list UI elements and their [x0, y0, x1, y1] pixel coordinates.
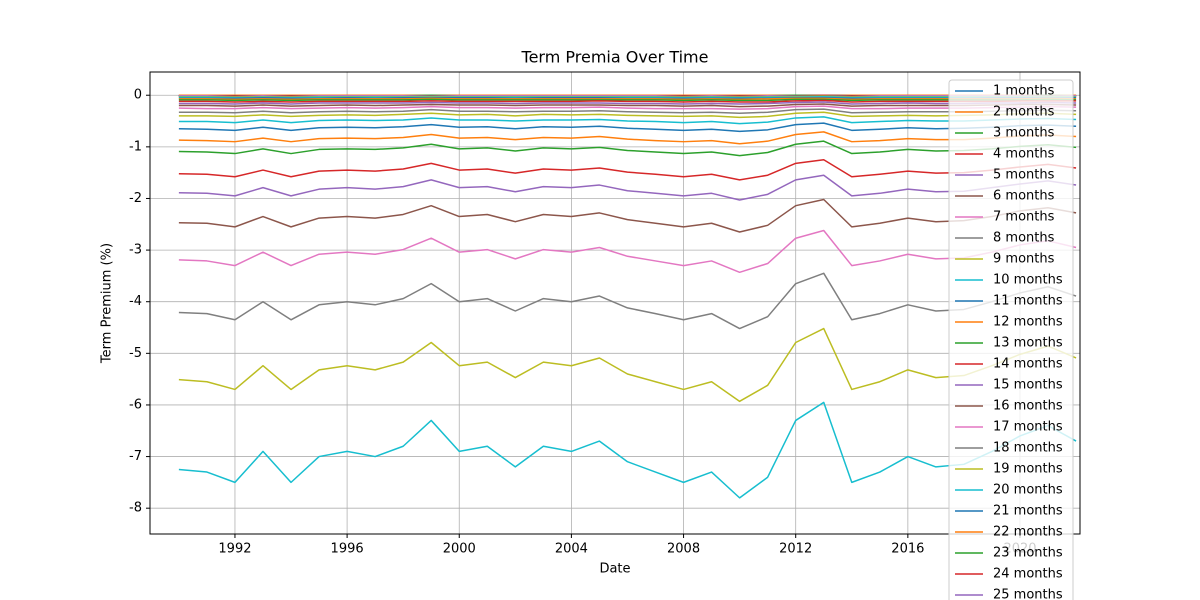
legend-box [948, 79, 1074, 600]
series-line [178, 140, 1077, 157]
y-tick-label: 0 [134, 88, 142, 103]
series-line [178, 103, 1077, 108]
series-line [178, 98, 1077, 102]
y-tick-label: -7 [129, 449, 142, 464]
series-line [178, 327, 1077, 403]
legend-label: 14 months [993, 357, 1063, 372]
legend-label: 11 months [993, 294, 1063, 309]
plot-layer [178, 94, 1077, 499]
series-line [178, 272, 1077, 330]
y-tick-label: -6 [129, 397, 142, 412]
series-line [178, 159, 1077, 181]
legend-label: 4 months [993, 147, 1055, 162]
y-tick-label: -4 [129, 294, 142, 309]
series-line [178, 174, 1077, 201]
chart-title: Term Premia Over Time [521, 48, 709, 67]
legend-label: 6 months [993, 189, 1055, 204]
axes-frame [149, 71, 1081, 535]
series-line [178, 97, 1077, 101]
x-tick-label: 1996 [331, 542, 364, 557]
legend-label: 10 months [993, 273, 1063, 288]
x-axis-label: Date [599, 562, 630, 577]
series-line [178, 111, 1077, 119]
series-line [178, 99, 1077, 103]
legend-label: 20 months [993, 483, 1063, 498]
x-tick-label: 2012 [779, 542, 812, 557]
series-line [178, 122, 1077, 133]
legend-label: 8 months [993, 231, 1055, 246]
y-tick-label: -5 [129, 346, 142, 361]
y-axis-label: Term Premium (%) [100, 243, 115, 364]
y-tick-label: -8 [129, 501, 142, 516]
series-line [178, 96, 1077, 99]
x-tick-label: 1992 [218, 542, 251, 557]
series-line [178, 105, 1077, 110]
x-tick-label: 2004 [555, 542, 588, 557]
y-tick-label: -2 [129, 191, 142, 206]
y-tick-label: -3 [129, 243, 142, 258]
legend-label: 22 months [993, 525, 1063, 540]
series-line [178, 401, 1077, 499]
legend-label: 5 months [993, 168, 1055, 183]
legend-label: 1 months [993, 84, 1055, 99]
series-line [178, 131, 1077, 145]
series-line [178, 116, 1077, 125]
series-line [178, 108, 1077, 115]
legend-label: 23 months [993, 546, 1063, 561]
x-tick-label: 2000 [443, 542, 476, 557]
y-tick-label: -1 [129, 139, 142, 154]
series-line [178, 198, 1077, 233]
legend-label: 19 months [993, 462, 1063, 477]
legend-label: 16 months [993, 399, 1063, 414]
legend-label: 24 months [993, 567, 1063, 582]
series-line [178, 229, 1077, 274]
legend-label: 12 months [993, 315, 1063, 330]
legend-label: 15 months [993, 378, 1063, 393]
legend-label: 3 months [993, 126, 1055, 141]
legend-label: 2 months [993, 105, 1055, 120]
legend-label: 9 months [993, 252, 1055, 267]
legend-label: 25 months [993, 588, 1063, 600]
legend-label: 21 months [993, 504, 1063, 519]
legend-label: 18 months [993, 441, 1063, 456]
legend-label: 17 months [993, 420, 1063, 435]
series-line [178, 101, 1077, 105]
legend: 1 months 2 months 3 months 4 months 5 months… [948, 79, 1074, 600]
legend-label: 13 months [993, 336, 1063, 351]
x-tick-label: 2016 [891, 542, 924, 557]
legend-label: 7 months [993, 210, 1055, 225]
x-tick-label: 2008 [667, 542, 700, 557]
